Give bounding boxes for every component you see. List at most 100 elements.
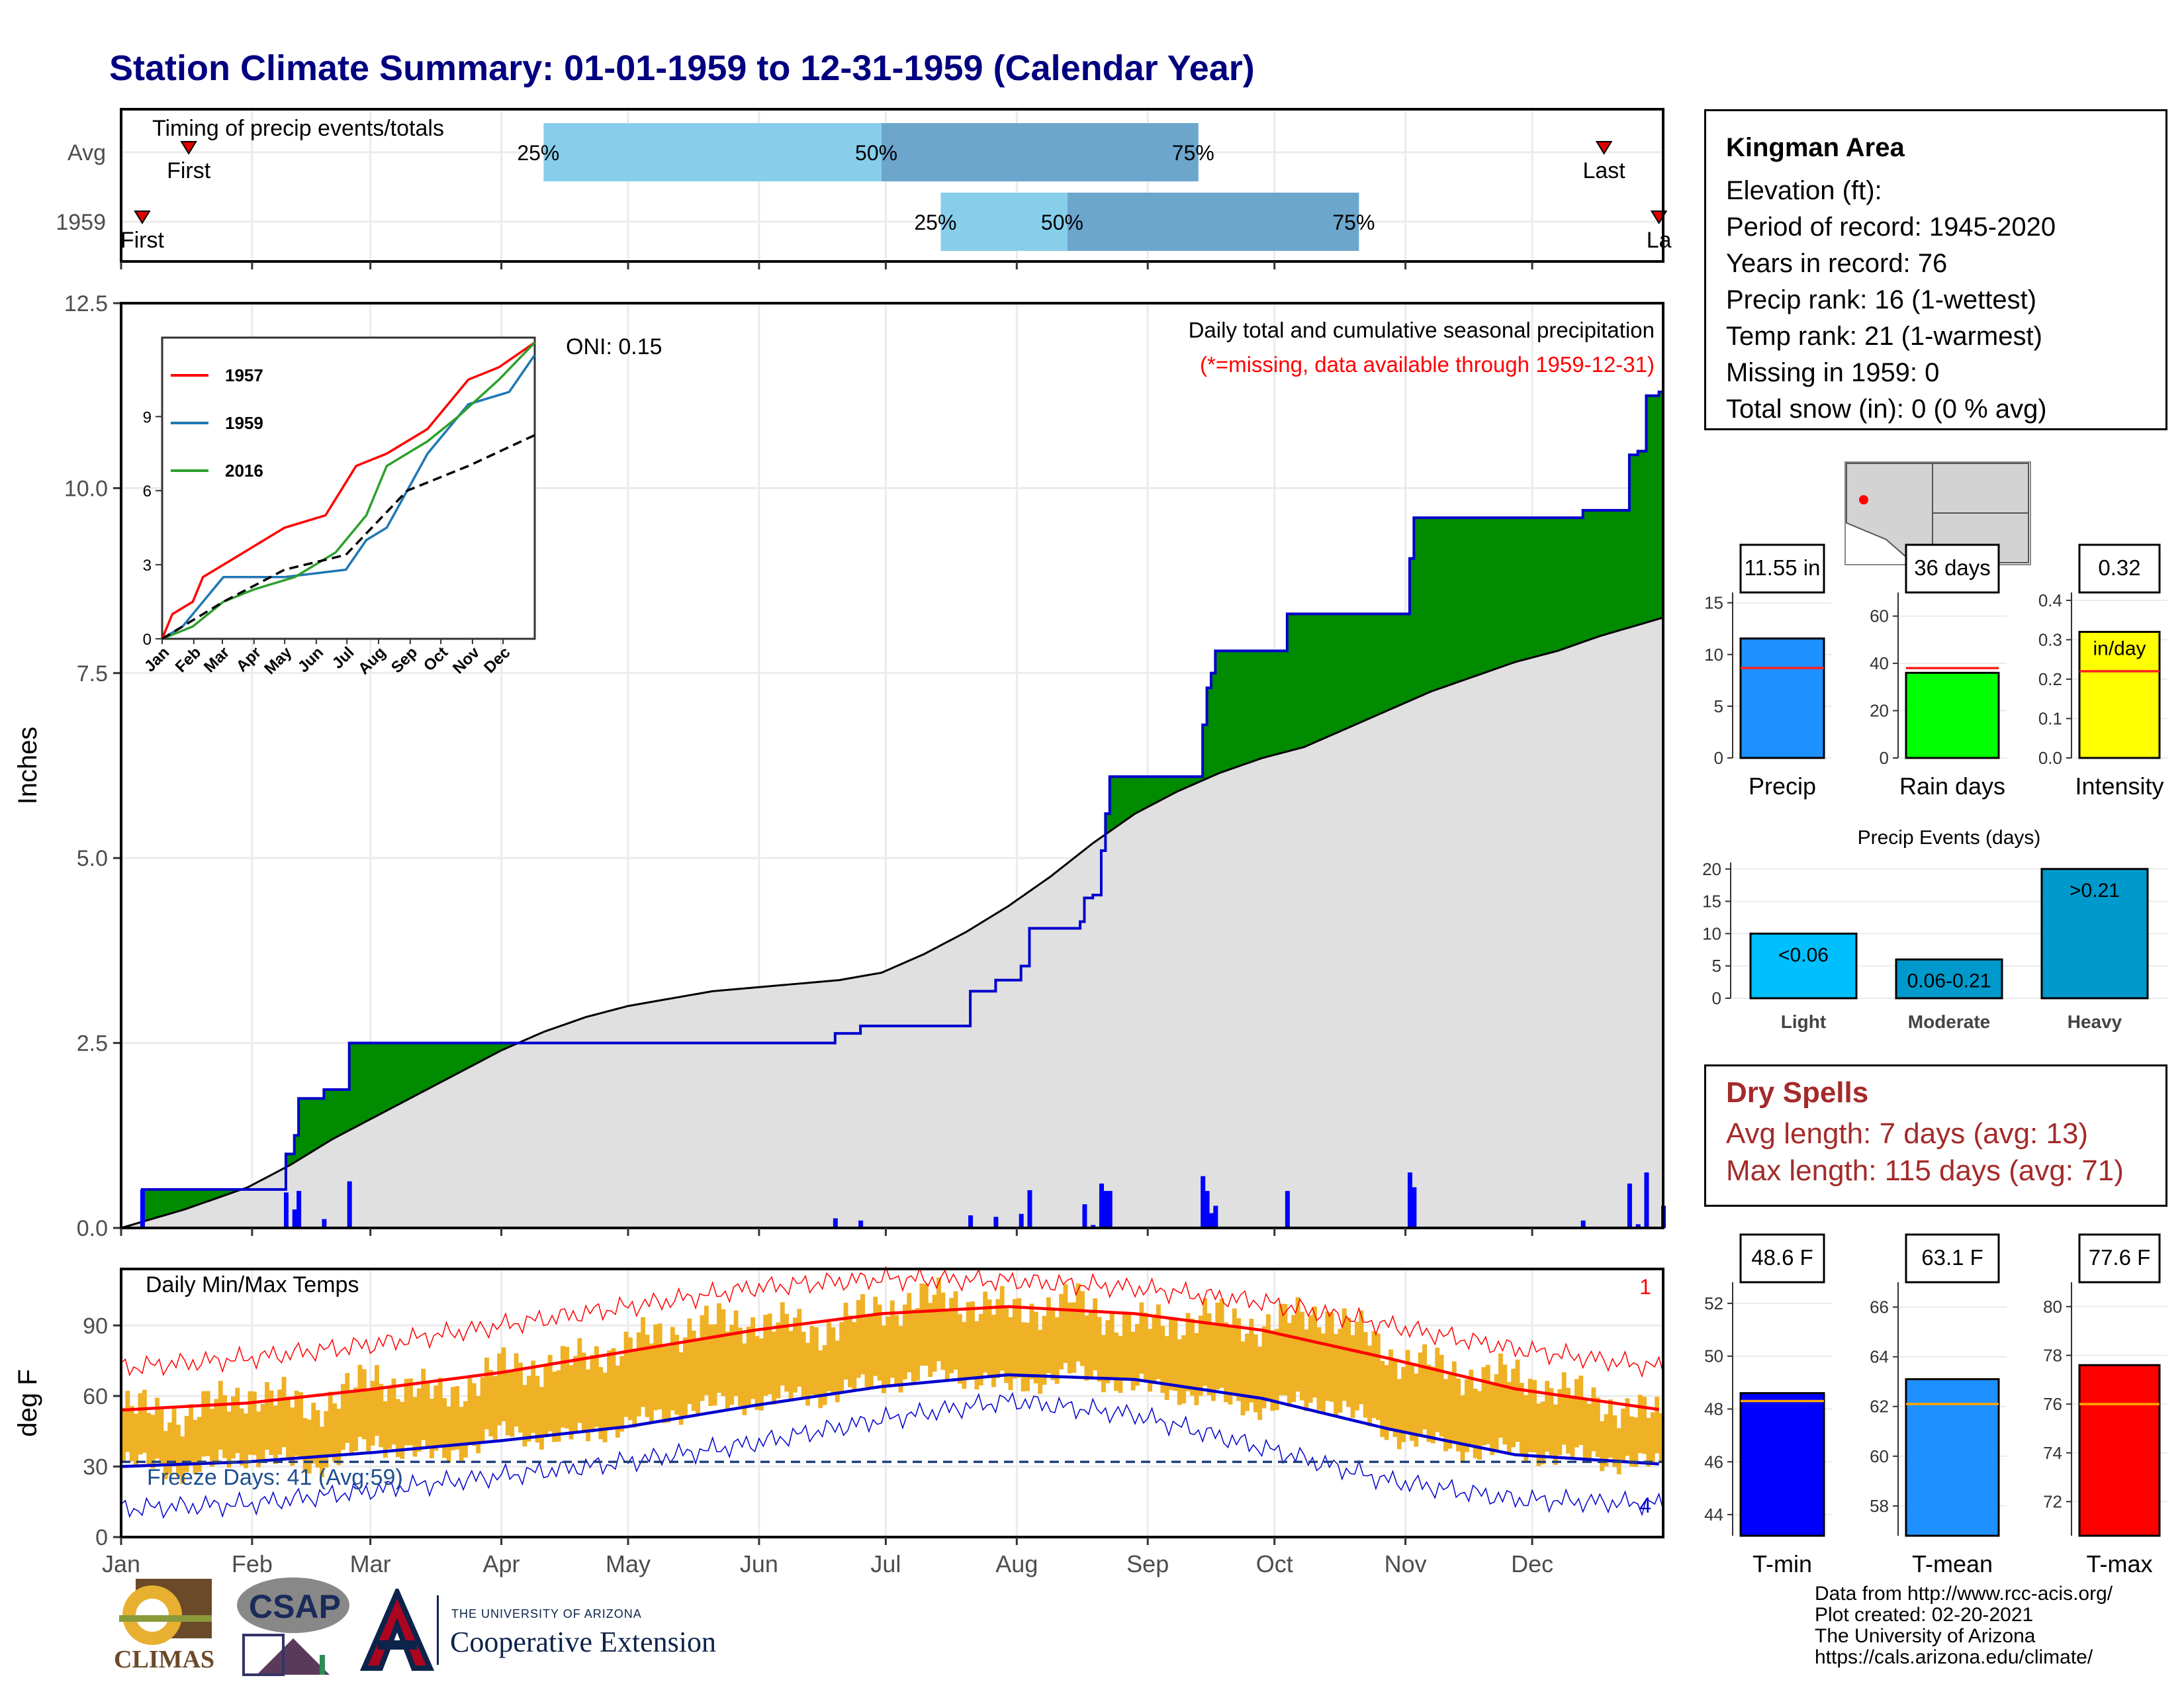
inset-series-line	[161, 354, 536, 640]
daily-temp-range-bar	[142, 1389, 147, 1453]
mini-y-tick: 0.2	[2038, 669, 2062, 689]
daily-temp-range-bar	[315, 1410, 320, 1468]
dry-spells-box: Dry Spells Avg length: 7 days (avg: 13) …	[1704, 1064, 2167, 1207]
daily-temp-range-bar	[201, 1391, 206, 1457]
above-average-fill	[1629, 455, 1634, 628]
above-average-fill	[425, 1043, 430, 1091]
daily-temp-range-bar	[1527, 1378, 1533, 1452]
daily-temp-range-bar	[1439, 1354, 1444, 1437]
timing-bar-25-50	[940, 193, 1068, 251]
daily-temp-range-bar	[619, 1356, 625, 1432]
x-tick-label: Apr	[483, 1550, 520, 1577]
daily-temp-range-bar	[205, 1391, 210, 1456]
daily-temp-range-bar	[1177, 1339, 1182, 1405]
daily-temp-range-bar	[425, 1381, 430, 1448]
above-average-fill	[1426, 518, 1432, 694]
credit-line: Data from http://www.rcc-acis.org/	[1815, 1583, 2113, 1605]
daily-temp-range-bar	[1574, 1379, 1579, 1448]
daily-temp-range-bar	[868, 1315, 874, 1387]
daily-temp-range-bar	[717, 1303, 721, 1393]
daily-temp-range-bar	[657, 1323, 662, 1409]
daily-temp-range-bar	[940, 1292, 946, 1370]
daily-temp-range-bar	[1409, 1364, 1414, 1441]
daily-temp-range-bar	[1210, 1322, 1216, 1401]
above-average-fill	[1312, 614, 1318, 743]
above-average-fill	[1287, 614, 1292, 752]
daily-temp-range-bar	[792, 1317, 797, 1393]
daily-temp-range-bar	[375, 1365, 379, 1436]
above-average-fill	[193, 1189, 198, 1207]
daily-temp-range-bar	[1071, 1302, 1077, 1373]
average-tmin-line	[120, 1373, 1659, 1468]
daily-temp-range-bar	[902, 1304, 907, 1380]
daily-temp-range-bar	[864, 1315, 870, 1387]
temp-panel-title: Daily Min/Max Temps	[146, 1272, 359, 1297]
above-average-fill	[222, 1189, 228, 1196]
record-high-count: 1	[1639, 1275, 1651, 1299]
above-average-fill	[1447, 518, 1453, 686]
daily-temp-range-bar	[1473, 1388, 1478, 1458]
daily-temp-range-bar	[1490, 1382, 1495, 1456]
daily-temp-range-bar	[260, 1403, 265, 1463]
above-average-fill	[1430, 518, 1435, 692]
events-title: Precip Events (days)	[1858, 827, 2041, 849]
inset-legend-label: 1959	[225, 413, 263, 433]
daily-temp-range-bar	[1655, 1397, 1660, 1454]
daily-temp-range-bar	[915, 1308, 920, 1381]
daily-temp-range-bar	[1367, 1345, 1373, 1427]
daily-temp-range-bar	[856, 1299, 861, 1378]
daily-temp-range-bar	[1435, 1347, 1440, 1432]
ua-big-text: Cooperative Extension	[450, 1626, 717, 1658]
daily-temp-range-bar	[822, 1345, 827, 1405]
daily-temp-range-bar	[1485, 1364, 1490, 1444]
daily-temp-range-bar	[197, 1417, 202, 1472]
daily-precip-bar	[833, 1218, 838, 1228]
above-average-fill	[357, 1043, 363, 1126]
daily-temp-range-bar	[1359, 1310, 1364, 1405]
daily-temp-range-bar	[1025, 1323, 1030, 1391]
above-average-fill	[214, 1189, 219, 1199]
above-average-fill	[294, 1135, 299, 1163]
daily-temp-range-bar	[683, 1337, 688, 1416]
above-average-fill	[1122, 776, 1127, 823]
daily-temp-range-bar	[1621, 1409, 1626, 1463]
average-tmax-line	[120, 1305, 1659, 1412]
daily-temp-range-bar	[345, 1373, 350, 1443]
daily-temp-range-bar	[265, 1382, 269, 1450]
daily-temp-range-bar	[1283, 1303, 1288, 1395]
daily-temp-range-bar	[522, 1385, 527, 1447]
daily-temp-range-bar	[1342, 1308, 1347, 1401]
above-average-fill	[1405, 614, 1410, 703]
daily-temp-range-bar	[1524, 1395, 1529, 1463]
daily-temp-range-bar	[306, 1419, 312, 1474]
daily-temp-range-bar	[678, 1352, 684, 1425]
daily-temp-range-bar	[1139, 1302, 1144, 1374]
daily-precip-bar	[1644, 1172, 1649, 1228]
events-y-tick: 5	[1712, 956, 1721, 976]
timing-pct-label: 75%	[1332, 211, 1375, 234]
above-average-fill	[1566, 518, 1571, 648]
climas-logo-text: CLIMAS	[114, 1646, 215, 1673]
precip-annotation: Daily total and cumulative seasonal prec…	[1189, 318, 1655, 342]
daily-temp-range-bar	[1633, 1417, 1639, 1468]
timing-marker-label: La	[1647, 228, 1672, 253]
daily-temp-range-bar	[497, 1353, 502, 1426]
timing-marker-label: Last	[1582, 158, 1625, 183]
event-category-label: Heavy	[2068, 1011, 2122, 1032]
daily-temp-range-bar	[978, 1313, 983, 1385]
value-label-box	[2078, 543, 2161, 594]
daily-temp-range-bar	[987, 1299, 992, 1378]
mini-y-tick: 72	[2043, 1491, 2062, 1511]
daily-temp-range-bar	[1604, 1414, 1609, 1467]
above-average-fill	[505, 1043, 510, 1049]
above-average-fill	[1279, 651, 1284, 754]
daily-temp-range-bar	[552, 1372, 557, 1442]
daily-temp-range-bar	[1642, 1396, 1647, 1454]
daily-temp-range-bar	[1088, 1311, 1093, 1378]
above-average-fill	[1109, 776, 1115, 831]
daily-temp-range-bar	[894, 1315, 899, 1387]
above-average-fill	[1194, 776, 1199, 784]
above-average-fill	[1215, 651, 1220, 775]
daily-temp-range-bar	[251, 1391, 257, 1456]
